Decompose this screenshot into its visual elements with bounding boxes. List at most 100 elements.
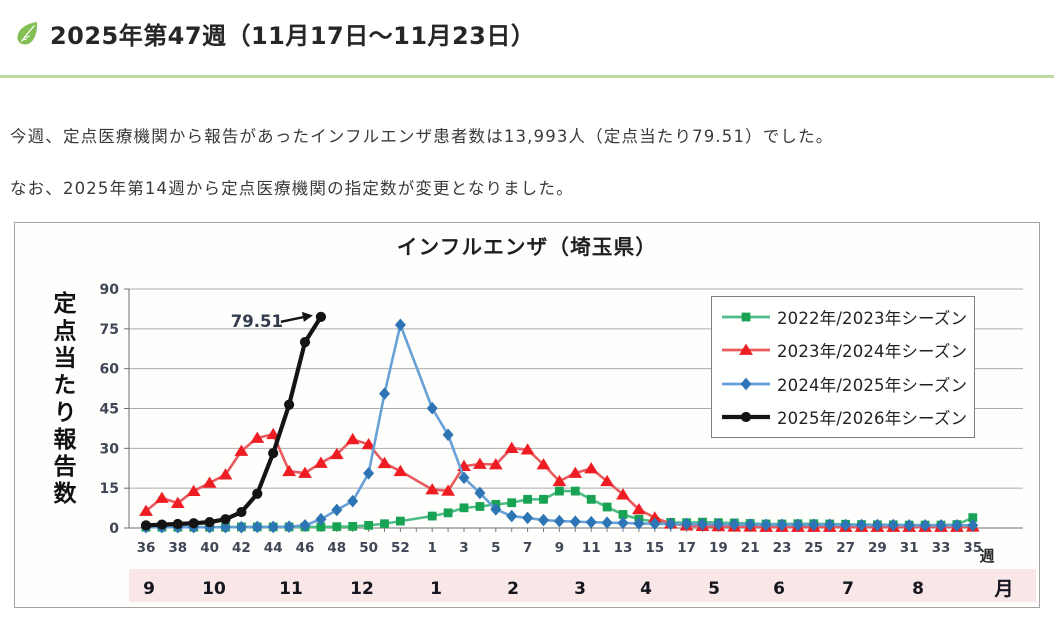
x-tick-label: 23	[773, 540, 792, 556]
x-tick-label: 1	[427, 540, 436, 556]
marker-diamond	[331, 503, 343, 517]
x-tick-label: 50	[359, 540, 378, 556]
x-tick-label: 3	[459, 540, 468, 556]
marker-circle	[204, 517, 215, 528]
chart-legend: 2022年/2023年シーズン 2023年/2024年シーズン 2024年/2025…	[711, 296, 975, 438]
legend-item: 2024年/2025年シーズン	[720, 372, 967, 396]
marker-diamond	[474, 486, 486, 500]
x-tick-label: 19	[709, 540, 728, 556]
month-label: 12	[350, 579, 374, 599]
y-tick-label: 0	[109, 521, 119, 537]
month-label: 6	[773, 579, 785, 599]
y-tick-label: 30	[100, 441, 120, 457]
marker-diamond	[649, 517, 661, 531]
marker-square	[316, 522, 326, 532]
marker-diamond	[379, 387, 390, 400]
marker-square	[332, 522, 342, 532]
y-axis-title: 定点当たり報告数	[49, 291, 75, 509]
paragraph-report-count: 今週、定点医療機関から報告があったインフルエンザ患者数は13,993人（定点当た…	[10, 126, 834, 146]
marker-diamond	[776, 518, 788, 532]
month-label: 9	[143, 579, 155, 599]
legend-label: 2023年/2024年シーズン	[777, 342, 968, 362]
marker-square	[602, 502, 612, 512]
marker-diamond	[681, 517, 693, 531]
x-tick-label: 46	[296, 540, 315, 556]
x-tick-label: 13	[614, 540, 633, 556]
marker-triangle	[329, 447, 344, 460]
marker-square	[741, 312, 751, 322]
page-title: 2025年第47週（11月17日～11月23日）	[50, 22, 536, 50]
marker-circle	[252, 488, 263, 499]
month-label: 2	[507, 579, 519, 599]
series-circle	[140, 311, 326, 531]
title-underline	[0, 75, 1054, 78]
legend-item: 2025年/2026年シーズン	[720, 405, 968, 429]
marker-square	[507, 498, 517, 508]
annotation-arrow-line	[280, 315, 306, 324]
marker-diamond	[760, 518, 772, 532]
marker-diamond	[553, 514, 565, 528]
marker-diamond	[235, 520, 247, 534]
x-tick-label: 33	[932, 540, 951, 556]
legend-item: 2022年/2023年シーズン	[720, 305, 968, 329]
legend-label: 2022年/2023年シーズン	[777, 308, 968, 328]
x-tick-label: 15	[645, 540, 664, 556]
marker-circle	[188, 518, 199, 529]
y-tick-label: 60	[100, 362, 120, 378]
marker-square	[523, 494, 532, 504]
marker-triangle	[234, 444, 249, 456]
legend-swatch	[722, 312, 770, 322]
x-tick-label: 5	[491, 540, 500, 556]
marker-triangle	[647, 511, 662, 523]
marker-diamond	[458, 471, 470, 485]
marker-square	[348, 522, 358, 531]
marker-diamond	[633, 517, 645, 530]
marker-triangle	[202, 476, 217, 488]
marker-diamond	[601, 516, 613, 529]
marker-triangle	[218, 468, 233, 480]
marker-square	[555, 486, 564, 496]
marker-circle	[315, 311, 326, 322]
marker-triangle	[584, 462, 599, 474]
marker-square	[539, 494, 548, 504]
peak-annotation: 79.51	[231, 311, 313, 331]
marker-diamond	[887, 518, 899, 532]
marker-diamond	[506, 509, 518, 523]
x-tick-label: 21	[741, 540, 760, 556]
marker-square	[570, 486, 580, 496]
marker-diamond	[856, 518, 867, 532]
marker-triangle	[282, 464, 296, 477]
marker-triangle	[632, 503, 646, 515]
marker-diamond	[967, 519, 979, 532]
x-axis: 36 38 40 42 44 46 48 50 52 1 3 5 7 9 11 13 15 17 19 21 23 25 2…	[137, 528, 995, 565]
month-label: 8	[912, 579, 924, 599]
marker-triangle	[536, 458, 551, 470]
marker-diamond	[808, 518, 820, 532]
legend-item: 2023年/2024年シーズン	[720, 338, 968, 362]
marker-diamond	[442, 428, 454, 442]
x-tick-label: 36	[137, 540, 156, 556]
month-label: 1	[430, 579, 442, 599]
y-tick-label: 75	[100, 322, 119, 338]
marker-triangle	[361, 437, 376, 450]
marker-diamond	[824, 518, 836, 532]
series-triangle	[139, 427, 980, 532]
x-tick-label: 11	[582, 540, 601, 556]
marker-diamond	[522, 511, 534, 525]
marker-triangle	[170, 496, 185, 508]
marker-triangle	[425, 483, 440, 495]
marker-diamond	[744, 518, 756, 531]
legend-swatch	[722, 412, 770, 423]
marker-triangle	[298, 466, 312, 478]
legend-label: 2025年/2026年シーズン	[777, 409, 968, 429]
marker-square	[475, 502, 485, 511]
marker-diamond	[585, 515, 597, 529]
y-tick-label: 15	[100, 481, 119, 497]
marker-circle	[299, 337, 311, 348]
marker-square	[968, 513, 978, 523]
marker-triangle	[345, 432, 360, 445]
marker-circle	[172, 518, 183, 530]
marker-triangle	[520, 443, 535, 455]
